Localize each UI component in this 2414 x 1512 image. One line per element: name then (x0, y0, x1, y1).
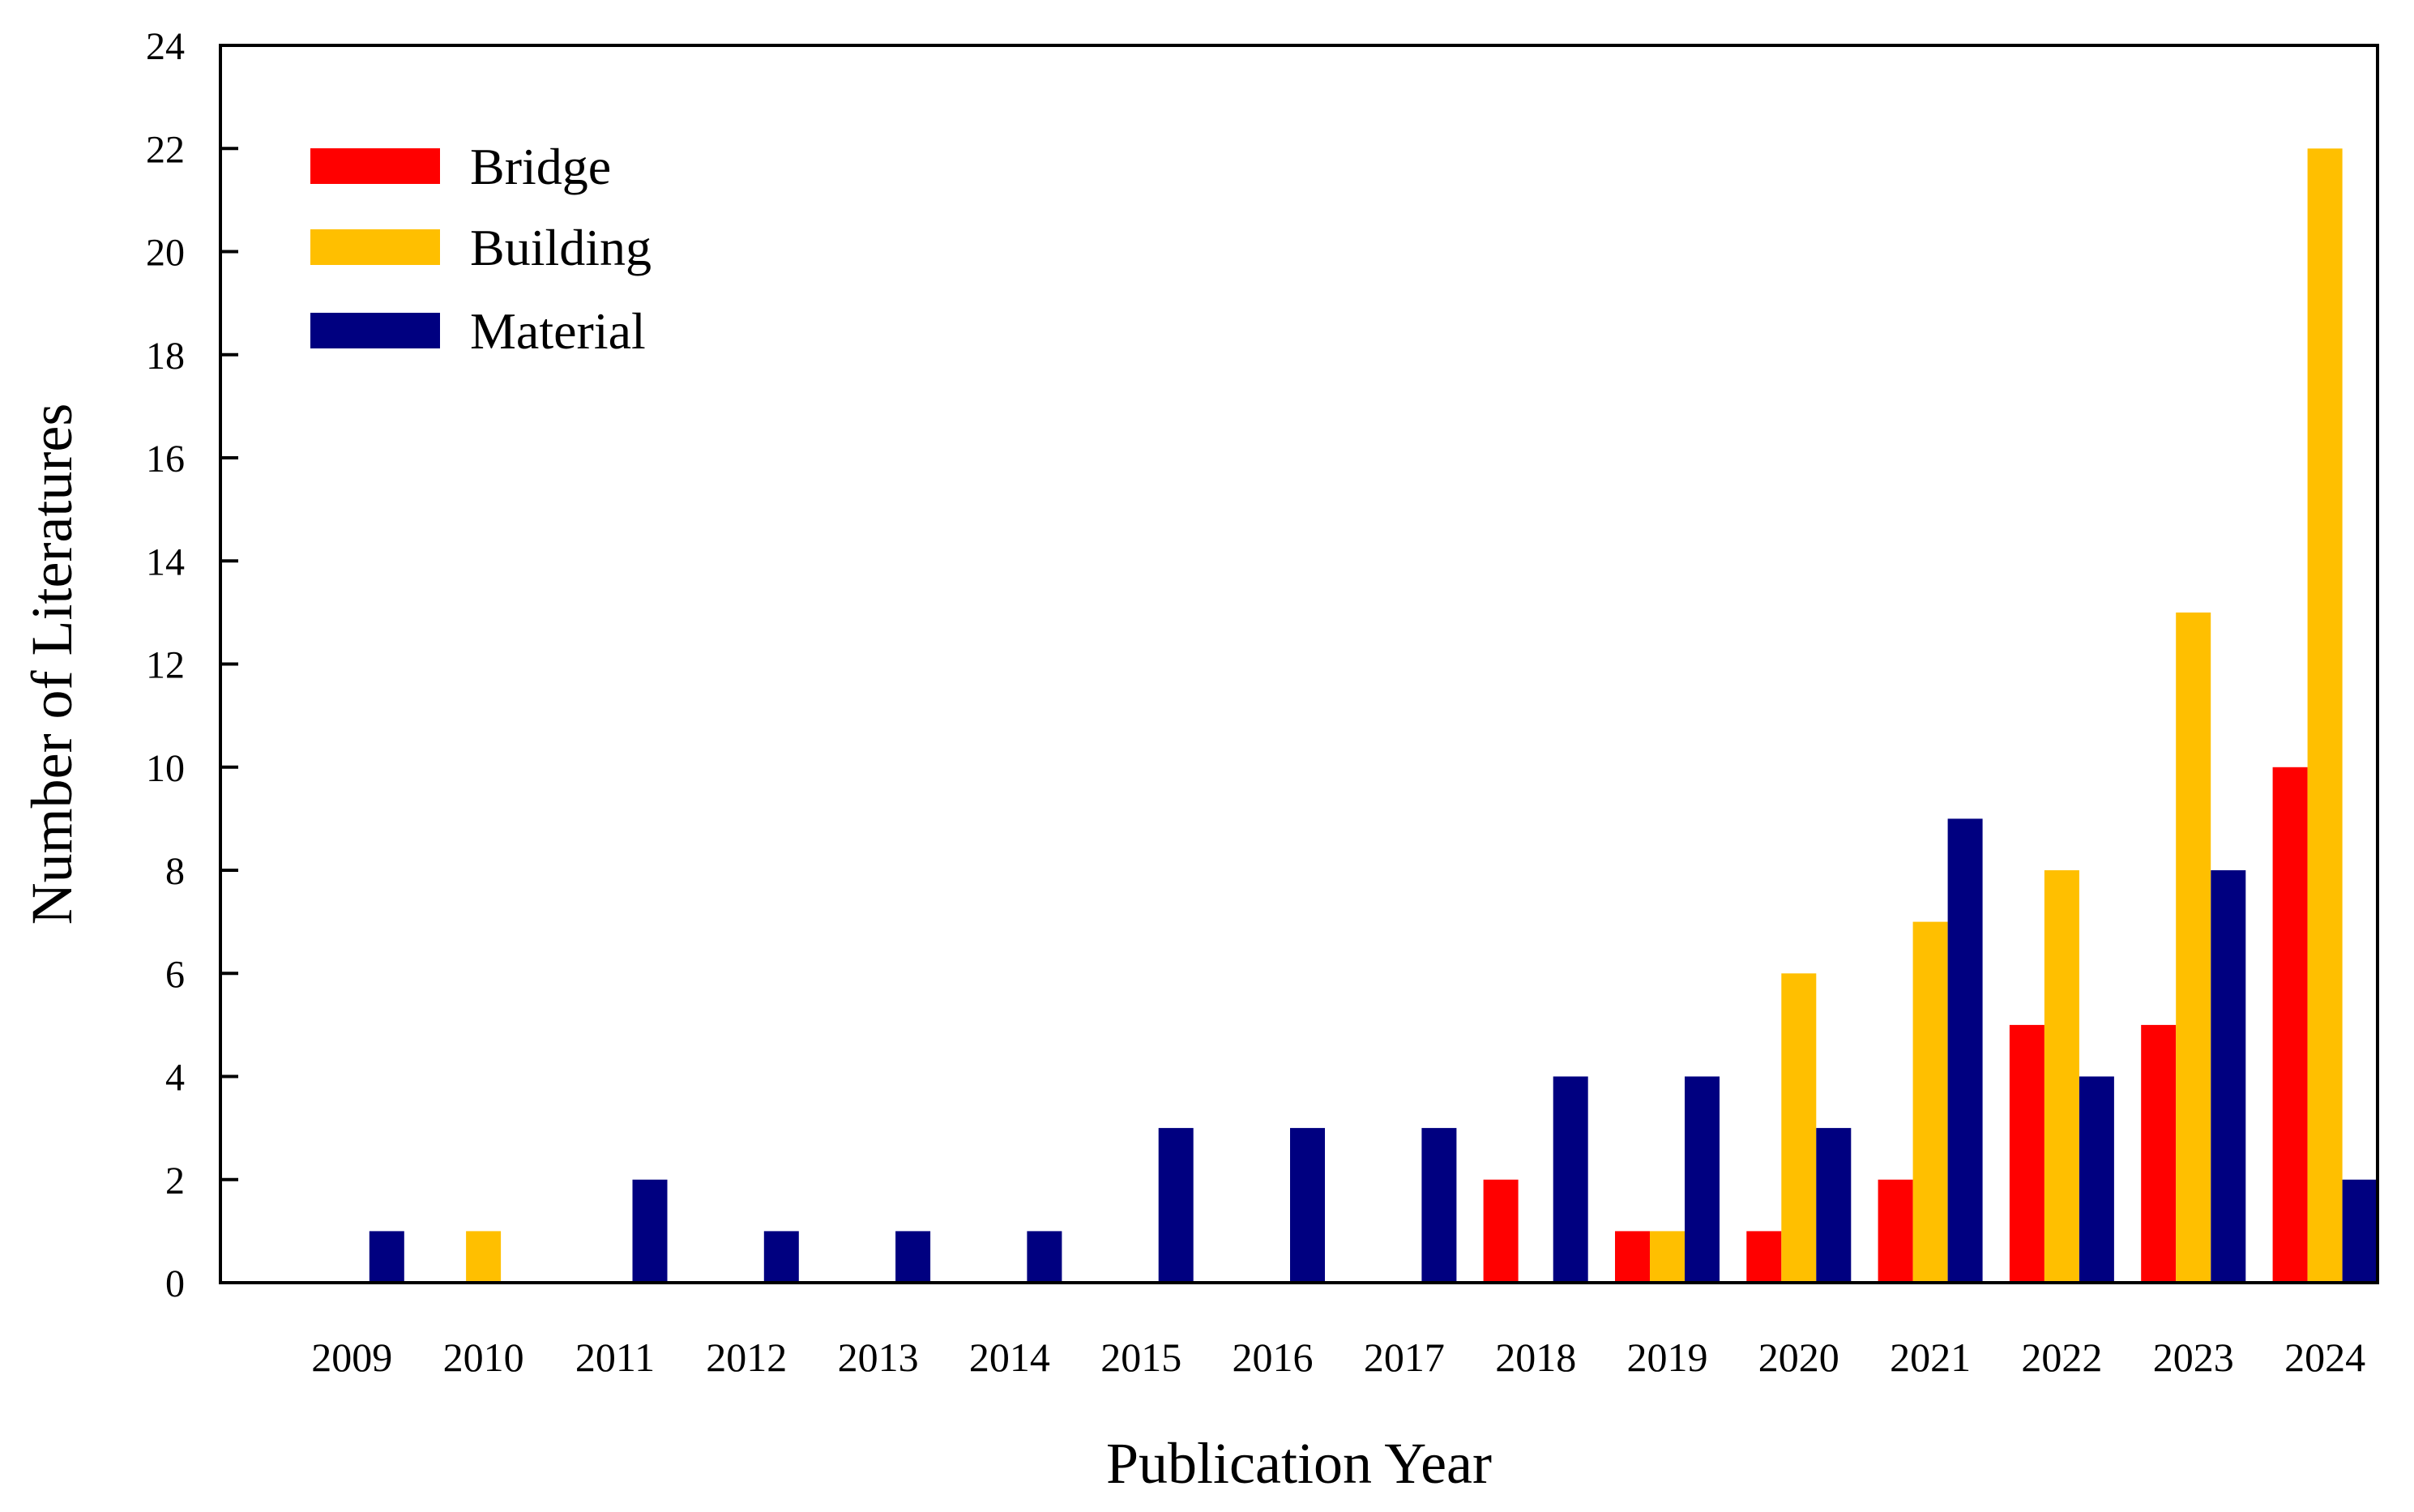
bar-building-2024 (2307, 148, 2343, 1283)
bar-material-2021 (1947, 818, 1983, 1283)
bar-bridge-2021 (1878, 1179, 1913, 1283)
x-tick-label-2014: 2014 (969, 1335, 1050, 1380)
x-tick-label-2015: 2015 (1100, 1335, 1181, 1380)
legend-label-material: Material (470, 302, 646, 360)
bar-material-2022 (2079, 1076, 2114, 1283)
bar-bridge-2019 (1615, 1231, 1650, 1283)
y-tick-label-6: 6 (165, 953, 185, 996)
y-tick-label-0: 0 (165, 1262, 185, 1305)
bar-material-2015 (1158, 1128, 1194, 1283)
bar-building-2020 (1781, 973, 1817, 1283)
y-tick-label-16: 16 (146, 438, 185, 481)
bar-material-2016 (1290, 1128, 1325, 1283)
bar-bridge-2022 (2009, 1024, 2044, 1283)
x-tick-label-2010: 2010 (443, 1335, 524, 1380)
bar-material-2012 (763, 1231, 799, 1283)
x-tick-label-2011: 2011 (575, 1335, 655, 1380)
x-tick-label-2012: 2012 (706, 1335, 787, 1380)
y-tick-label-12: 12 (146, 644, 185, 687)
legend-label-bridge: Bridge (470, 138, 611, 195)
legend-swatch-material (310, 313, 440, 348)
x-tick-label-2024: 2024 (2284, 1335, 2365, 1380)
bar-building-2019 (1650, 1231, 1685, 1283)
bar-building-2022 (2044, 870, 2079, 1283)
bar-material-2011 (632, 1179, 668, 1283)
bar-material-2013 (895, 1231, 931, 1283)
legend-swatch-building (310, 229, 440, 265)
bar-building-2023 (2176, 612, 2211, 1283)
x-tick-label-2019: 2019 (1627, 1335, 1708, 1380)
y-tick-label-20: 20 (146, 232, 185, 275)
y-tick-label-8: 8 (165, 850, 185, 893)
bar-bridge-2018 (1483, 1179, 1519, 1283)
bar-material-2024 (2342, 1179, 2378, 1283)
x-tick-label-2009: 2009 (311, 1335, 392, 1380)
plot-frame (219, 44, 2379, 1284)
bar-bridge-2023 (2141, 1024, 2177, 1283)
x-tick-label-2022: 2022 (2021, 1335, 2102, 1380)
bar-bridge-2020 (1746, 1231, 1782, 1283)
y-axis-title: Number of Literatures (19, 404, 84, 925)
bar-material-2020 (1816, 1128, 1852, 1283)
y-tick-label-22: 22 (146, 128, 185, 171)
y-tick-label-4: 4 (165, 1057, 185, 1100)
y-tick-label-10: 10 (146, 747, 185, 790)
bar-material-2014 (1027, 1231, 1062, 1283)
x-axis-ticks: 2009 2010 2011 2012 2013 2014 2015 2016 2017 2018… (311, 1335, 2365, 1380)
x-tick-label-2013: 2013 (838, 1335, 919, 1380)
y-tick-label-14: 14 (146, 540, 185, 583)
y-tick-label-18: 18 (146, 335, 185, 378)
y-tick-label-2: 2 (165, 1160, 185, 1202)
bar-bridge-2024 (2272, 767, 2308, 1283)
x-tick-label-2016: 2016 (1233, 1335, 1314, 1380)
y-tick-label-24: 24 (146, 25, 185, 68)
bar-material-2009 (369, 1231, 404, 1283)
bar-building-2021 (1912, 921, 1948, 1283)
legend: Bridge Building Material (310, 138, 652, 360)
x-tick-label-2017: 2017 (1364, 1335, 1445, 1380)
x-tick-label-2023: 2023 (2153, 1335, 2234, 1380)
bars-layer (369, 148, 2378, 1283)
bar-material-2019 (1685, 1076, 1720, 1283)
legend-swatch-bridge (310, 148, 440, 184)
x-tick-label-2021: 2021 (1890, 1335, 1971, 1380)
x-tick-label-2018: 2018 (1495, 1335, 1576, 1380)
x-axis-title: Publication Year (1106, 1431, 1492, 1496)
bar-building-2010 (466, 1231, 502, 1283)
bar-material-2017 (1421, 1128, 1457, 1283)
bar-material-2018 (1553, 1076, 1588, 1283)
bar-material-2023 (2211, 870, 2246, 1283)
legend-label-building: Building (470, 219, 652, 276)
x-tick-label-2020: 2020 (1758, 1335, 1839, 1380)
